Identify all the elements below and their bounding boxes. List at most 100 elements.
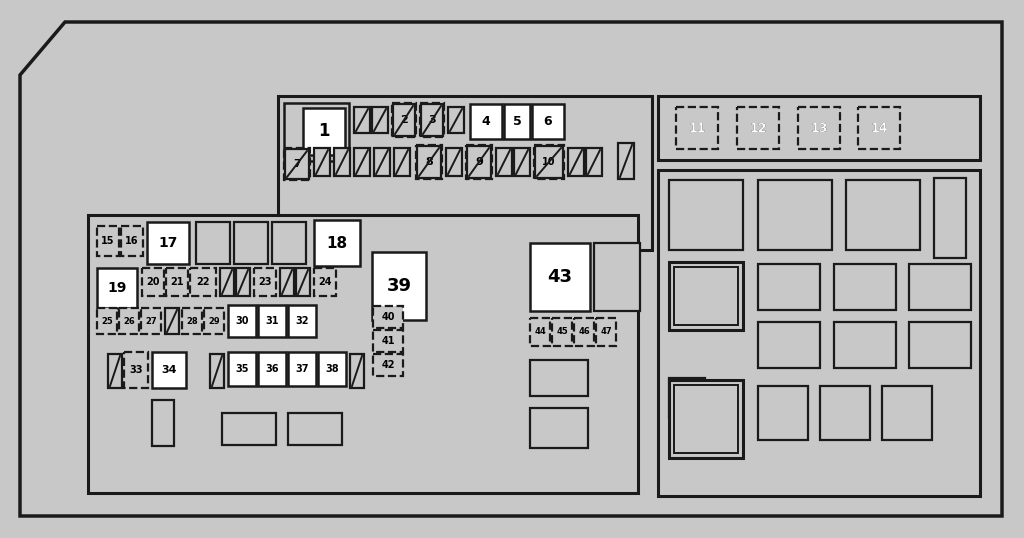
Bar	[142, 268, 164, 296]
Bar	[530, 360, 588, 396]
Bar	[846, 180, 920, 250]
Bar	[669, 380, 743, 458]
Text: 14: 14	[870, 122, 888, 134]
Bar	[141, 308, 161, 334]
Text: 37: 37	[295, 364, 309, 374]
Bar	[258, 305, 286, 337]
Text: 38: 38	[326, 364, 339, 374]
Text: 27: 27	[145, 316, 157, 325]
Bar	[496, 148, 512, 176]
Bar	[798, 107, 840, 149]
Text: 6: 6	[544, 115, 552, 128]
Bar	[288, 413, 342, 445]
Bar	[373, 330, 403, 352]
Bar	[934, 178, 966, 258]
Bar	[392, 103, 416, 137]
Bar	[552, 318, 572, 346]
Bar	[532, 104, 564, 139]
Bar	[284, 103, 349, 161]
Bar	[535, 146, 563, 178]
Text: 21: 21	[170, 277, 183, 287]
Bar	[354, 107, 370, 133]
Bar	[758, 322, 820, 368]
Text: 43: 43	[548, 268, 572, 286]
Text: 12: 12	[750, 122, 767, 134]
Bar	[280, 268, 294, 296]
Bar	[758, 180, 831, 250]
Bar	[220, 268, 234, 296]
Bar	[421, 104, 443, 136]
Bar	[285, 149, 309, 179]
Bar	[97, 268, 137, 308]
Bar	[147, 222, 189, 264]
Bar	[236, 268, 250, 296]
Text: 13: 13	[810, 122, 827, 134]
Text: 11: 11	[688, 122, 706, 134]
Bar	[374, 148, 390, 176]
Text: 28: 28	[186, 316, 198, 325]
Text: 24: 24	[318, 277, 332, 287]
Text: 30: 30	[236, 316, 249, 326]
Bar	[530, 318, 550, 346]
Bar	[222, 413, 276, 445]
Bar	[909, 322, 971, 368]
Bar	[152, 400, 174, 446]
Bar	[449, 107, 464, 133]
Text: 3: 3	[428, 115, 436, 125]
Bar	[314, 148, 330, 176]
Bar	[165, 308, 179, 334]
Bar	[669, 262, 743, 330]
Bar	[228, 305, 256, 337]
Bar	[190, 268, 216, 296]
Text: 36: 36	[265, 364, 279, 374]
Bar	[278, 96, 652, 250]
Bar	[834, 264, 896, 310]
Bar	[393, 104, 415, 136]
Bar	[394, 148, 410, 176]
Bar	[284, 148, 310, 180]
Polygon shape	[20, 22, 1002, 516]
Text: 35: 35	[236, 364, 249, 374]
Bar	[108, 354, 122, 388]
Bar	[618, 143, 634, 179]
Text: 26: 26	[123, 316, 135, 325]
Text: 40: 40	[381, 312, 394, 322]
Bar	[737, 107, 779, 149]
Bar	[303, 108, 345, 155]
Text: 34: 34	[161, 365, 177, 375]
Text: 8: 8	[425, 157, 433, 167]
Text: 39: 39	[386, 277, 412, 295]
Bar	[152, 352, 186, 388]
Bar	[314, 268, 336, 296]
Bar	[372, 107, 388, 133]
Bar	[676, 107, 718, 149]
Bar	[530, 243, 590, 311]
Text: 13: 13	[810, 122, 827, 134]
Bar	[417, 146, 441, 178]
Text: 4: 4	[481, 115, 490, 128]
Bar	[196, 222, 230, 264]
Bar	[182, 308, 202, 334]
Text: 5: 5	[513, 115, 521, 128]
Bar	[596, 318, 616, 346]
Text: 46: 46	[579, 328, 590, 336]
Bar	[272, 222, 306, 264]
Text: 1: 1	[318, 123, 330, 140]
Bar	[504, 104, 530, 139]
Text: 45: 45	[556, 328, 568, 336]
Bar	[228, 352, 256, 386]
Bar	[658, 96, 980, 160]
Bar	[758, 264, 820, 310]
Bar	[166, 268, 188, 296]
Bar	[568, 148, 584, 176]
Text: 31: 31	[265, 316, 279, 326]
Text: 19: 19	[108, 281, 127, 295]
Bar	[254, 268, 276, 296]
Bar	[882, 386, 932, 440]
Bar	[758, 386, 808, 440]
Text: 16: 16	[125, 236, 138, 246]
Text: 10: 10	[543, 157, 556, 167]
Text: 44: 44	[535, 328, 546, 336]
Bar	[466, 145, 492, 179]
Bar	[674, 267, 738, 325]
